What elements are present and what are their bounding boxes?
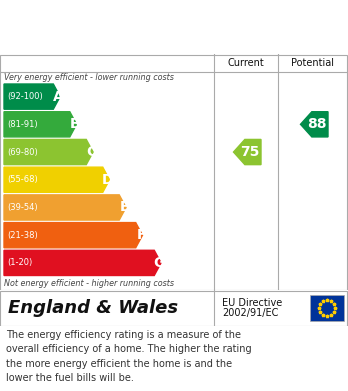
Text: (21-38): (21-38) bbox=[7, 231, 38, 240]
FancyArrow shape bbox=[4, 222, 143, 248]
FancyArrow shape bbox=[4, 167, 110, 192]
Text: (69-80): (69-80) bbox=[7, 147, 38, 156]
Text: (92-100): (92-100) bbox=[7, 92, 43, 101]
FancyArrow shape bbox=[234, 140, 261, 165]
Text: (1-20): (1-20) bbox=[7, 258, 32, 267]
Text: Not energy efficient - higher running costs: Not energy efficient - higher running co… bbox=[4, 280, 174, 289]
Text: (81-91): (81-91) bbox=[7, 120, 38, 129]
Text: The energy efficiency rating is a measure of the
overall efficiency of a home. T: The energy efficiency rating is a measur… bbox=[6, 330, 252, 383]
Text: Energy Efficiency Rating: Energy Efficiency Rating bbox=[9, 11, 219, 25]
Bar bbox=[310, 295, 344, 321]
FancyArrow shape bbox=[4, 140, 93, 165]
Text: Current: Current bbox=[228, 58, 264, 68]
Text: C: C bbox=[87, 145, 97, 159]
FancyArrow shape bbox=[4, 250, 161, 276]
Text: Potential: Potential bbox=[292, 58, 334, 68]
Text: G: G bbox=[153, 256, 165, 270]
Text: England & Wales: England & Wales bbox=[8, 299, 178, 317]
FancyArrow shape bbox=[4, 195, 126, 220]
Text: EU Directive: EU Directive bbox=[222, 298, 282, 308]
Text: Very energy efficient - lower running costs: Very energy efficient - lower running co… bbox=[4, 74, 174, 83]
Text: B: B bbox=[70, 117, 80, 131]
Text: (39-54): (39-54) bbox=[7, 203, 38, 212]
Text: A: A bbox=[53, 90, 64, 104]
Text: F: F bbox=[137, 228, 146, 242]
Text: E: E bbox=[120, 201, 130, 215]
Text: 88: 88 bbox=[307, 117, 327, 131]
FancyArrow shape bbox=[4, 112, 77, 137]
Text: D: D bbox=[102, 173, 113, 187]
FancyArrow shape bbox=[4, 84, 60, 109]
Text: (55-68): (55-68) bbox=[7, 175, 38, 184]
Text: 2002/91/EC: 2002/91/EC bbox=[222, 308, 278, 318]
FancyArrow shape bbox=[301, 112, 328, 137]
Text: 75: 75 bbox=[240, 145, 260, 159]
